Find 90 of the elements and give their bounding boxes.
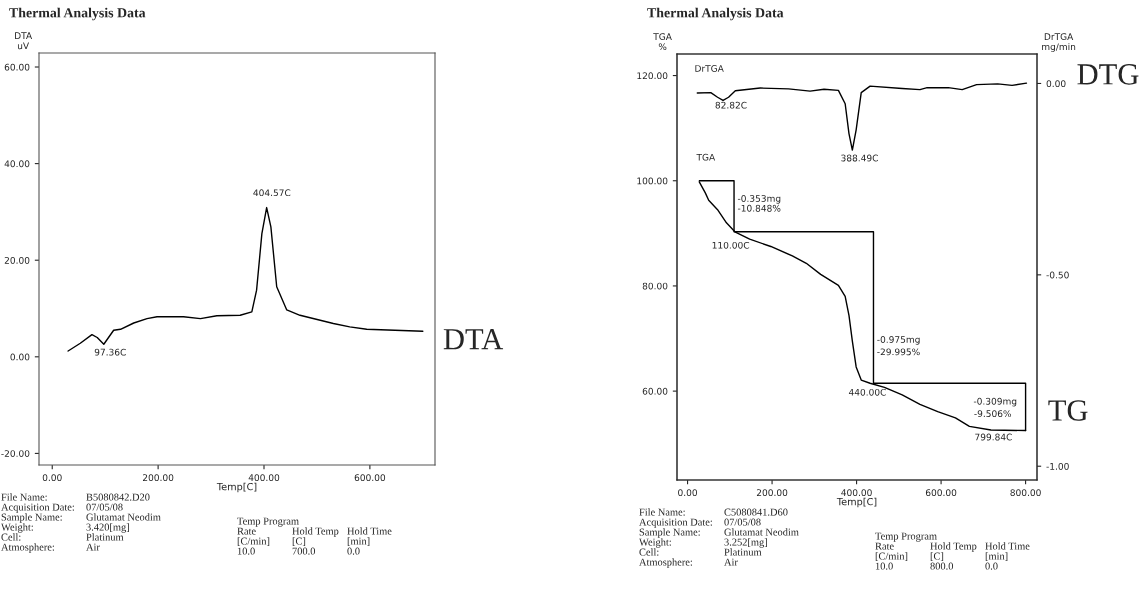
text: 3.420[mg]: [86, 523, 129, 533]
annotation: -9.506%: [974, 410, 1012, 418]
text: Air: [86, 543, 100, 551]
y2-tick-label: -0.50: [1046, 271, 1069, 279]
text: Sample Name:: [1, 513, 62, 523]
y-tick-label: 120.00: [637, 72, 668, 80]
text: Sample Name:: [639, 528, 700, 538]
x-tick-label: 400.00: [248, 474, 280, 482]
chart-title: Thermal Analysis Data: [9, 7, 146, 21]
text: 07/05/08: [724, 518, 761, 526]
text: B5080842.D20: [86, 493, 150, 501]
text: [C]: [292, 537, 306, 546]
text: DrTGA: [695, 65, 724, 72]
text: File Name:: [639, 508, 685, 516]
text: Atmosphere:: [639, 558, 692, 568]
text: TGA: [696, 153, 716, 161]
y2-axis-title: DrTGA mg/min: [1042, 33, 1076, 52]
text: Acquisition Date:: [639, 518, 712, 528]
x-tick-label: 200.00: [142, 474, 174, 482]
text: [C/min]: [875, 552, 908, 561]
y-tick-label: 60.00: [4, 63, 30, 71]
x-tick-label: 0.00: [42, 474, 62, 482]
text: Acquisition Date:: [1, 503, 74, 513]
text: Glutamat Neodim: [86, 513, 161, 521]
text: 800.0: [930, 562, 954, 570]
annotation: -10.848%: [737, 204, 781, 212]
text: 07/05/08: [86, 503, 123, 511]
x-tick-label: 400.00: [841, 489, 872, 497]
text: 3.252[mg]: [724, 538, 767, 548]
annotation: 440.00C: [848, 388, 886, 396]
text: 0.0: [985, 562, 998, 570]
x-tick-label: 0.00: [678, 489, 698, 497]
text: Platinum: [724, 548, 762, 556]
y-tick-label: -20.00: [1, 450, 30, 457]
y2-tick-label: -1.00: [1046, 462, 1069, 470]
annotation: 82.82C: [715, 101, 747, 109]
text: [C/min]: [237, 537, 270, 546]
text: DTA: [443, 328, 504, 350]
text: Cell:: [639, 548, 659, 556]
text: Rate: [875, 542, 894, 550]
x-tick-label: 200.00: [756, 489, 788, 497]
chart-title: Thermal Analysis Data: [647, 7, 784, 21]
annotation: 404.57C: [253, 189, 291, 197]
text: Cell:: [1, 533, 21, 541]
text: Weight:: [639, 538, 671, 548]
text: Glutamat Neodim: [724, 528, 799, 536]
x-axis-title: Temp[C]: [216, 482, 257, 493]
text: C5080841.D60: [724, 508, 788, 516]
x-tick-label: 600.00: [925, 489, 957, 497]
y-tick-label: 80.00: [642, 282, 668, 290]
y-axis-title: TGA %: [653, 33, 672, 51]
text: Platinum: [86, 533, 124, 541]
annotation: 110.00C: [712, 241, 750, 249]
y-axis-title: DTA uV: [15, 32, 33, 50]
text: Temp Program: [875, 532, 937, 542]
text: Rate: [237, 527, 256, 535]
x-axis-title: Temp[C]: [836, 497, 877, 508]
annotation: 97.36C: [94, 348, 126, 356]
text: [C]: [930, 552, 944, 561]
x-tick-label: 600.00: [354, 474, 386, 482]
y-tick-label: 60.00: [642, 387, 668, 395]
y-tick-label: 100.00: [637, 177, 668, 185]
x-tick-label: 800.00: [1010, 489, 1041, 497]
text: Atmosphere:: [1, 543, 54, 553]
text: 10.0: [237, 547, 255, 555]
annotation: 388.49C: [841, 154, 878, 162]
annotation: -0.353mg: [737, 195, 781, 204]
annotation: -29.995%: [877, 348, 920, 356]
text: 10.0: [875, 562, 893, 570]
annotation: 799.84C: [975, 433, 1012, 441]
text: DTG: [1077, 64, 1139, 85]
text: Hold Time: [985, 542, 1030, 550]
text: [min]: [347, 537, 370, 546]
y2-tick-label: 0.00: [1046, 80, 1066, 88]
text: Hold Temp: [930, 542, 977, 552]
text: File Name:: [1, 493, 47, 501]
y-tick-label: 40.00: [4, 160, 30, 168]
text: [min]: [985, 552, 1008, 561]
text: Hold Temp: [292, 527, 339, 537]
text: 0.0: [347, 547, 360, 555]
text: Hold Time: [347, 527, 392, 535]
text: Temp Program: [237, 517, 299, 527]
text: TG: [1048, 400, 1088, 421]
annotation: -0.309mg: [973, 397, 1017, 407]
y-tick-label: 0.00: [10, 353, 30, 361]
text: 700.0: [292, 547, 316, 555]
annotation: -0.975mg: [877, 336, 920, 345]
y-tick-label: 20.00: [4, 256, 30, 264]
text: Weight:: [1, 523, 33, 533]
text: Air: [724, 558, 738, 566]
